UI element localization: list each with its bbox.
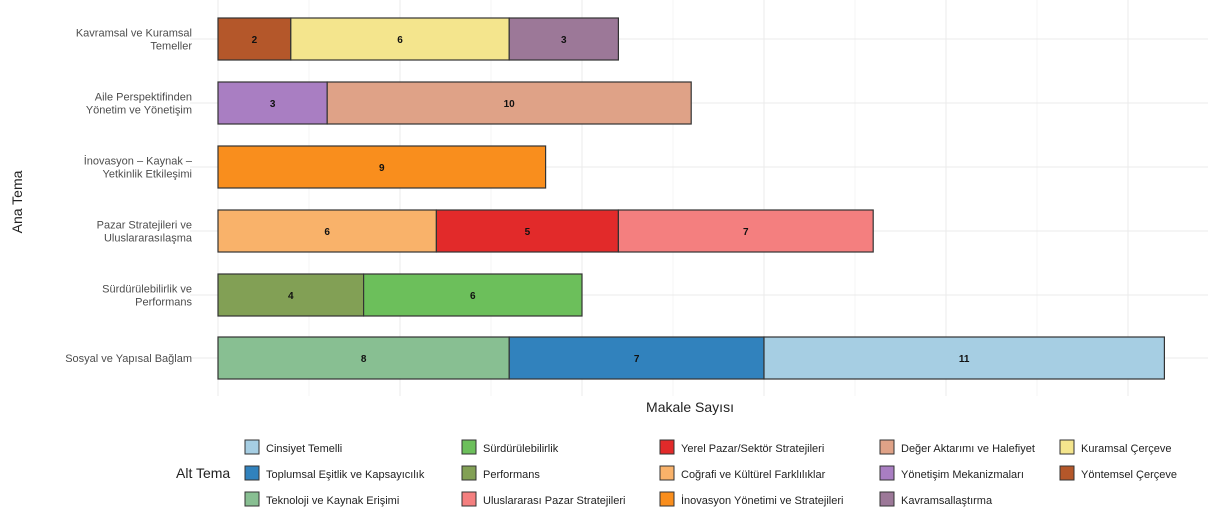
legend-swatch xyxy=(879,439,895,455)
legend-swatch xyxy=(244,465,260,481)
bar-value-label: 5 xyxy=(525,227,531,238)
legend-swatch xyxy=(461,465,477,481)
bar-value-label: 6 xyxy=(397,35,403,46)
legend-label: Yerel Pazar/Sektör Stratejileri xyxy=(681,443,824,455)
legend-label: Yöntemsel Çerçeve xyxy=(1081,469,1177,481)
legend-swatch xyxy=(1059,439,1075,455)
bar-segment xyxy=(508,17,620,61)
bar-segment xyxy=(363,273,583,317)
legend-swatch xyxy=(244,439,260,455)
bar-value-label: 2 xyxy=(252,35,258,46)
y-tick-label: Performans xyxy=(135,297,192,309)
legend-swatch xyxy=(461,491,477,507)
bar-segment xyxy=(326,81,692,125)
bar-value-label: 3 xyxy=(270,99,276,110)
legend-swatch xyxy=(659,491,675,507)
legend-label: Teknoloji ve Kaynak Erişimi xyxy=(266,495,399,507)
legend-swatch xyxy=(244,491,260,507)
bar-segment xyxy=(217,273,365,317)
y-axis-title: Ana Tema xyxy=(9,170,25,233)
y-tick-label: Uluslararasılaşma xyxy=(104,233,193,245)
y-tick-label: Aile Perspektifinden xyxy=(95,92,192,104)
legend-label: Sürdürülebilirlik xyxy=(483,443,559,455)
legend-swatch xyxy=(879,465,895,481)
chart-bars: 2 6 3 3 10 9 6 5 7 4 6 8 7 11 xyxy=(217,17,1165,380)
legend-swatch xyxy=(461,439,477,455)
legend-label: Değer Aktarımı ve Halefiyet xyxy=(901,443,1035,455)
bar-value-label: 9 xyxy=(379,163,385,174)
bar-segment xyxy=(217,17,292,61)
legend-label: Kavramsallaştırma xyxy=(901,495,993,507)
y-tick-label: İnovasyon – Kaynak – xyxy=(84,155,193,168)
bar-value-label: 3 xyxy=(561,35,567,46)
bar-segment xyxy=(290,17,510,61)
bar-segment xyxy=(617,209,874,253)
y-tick-label: Pazar Stratejileri ve xyxy=(97,220,192,232)
legend: Cinsiyet Temelli Toplumsal Eşitlik ve Kap… xyxy=(244,439,1177,507)
legend-label: Toplumsal Eşitlik ve Kapsayıcılık xyxy=(266,469,425,481)
legend-swatch xyxy=(879,491,895,507)
bar-value-label: 7 xyxy=(634,354,640,365)
bar-value-label: 7 xyxy=(743,227,749,238)
bar-value-label: 8 xyxy=(361,354,367,365)
legend-label: Yönetişim Mekanizmaları xyxy=(901,469,1024,481)
legend-label: Coğrafi ve Kültürel Farklılıklar xyxy=(681,469,826,481)
y-tick-label: Sürdürülebilirlik ve xyxy=(102,284,192,296)
legend-swatch xyxy=(659,439,675,455)
legend-swatch xyxy=(1059,465,1075,481)
bar-value-label: 6 xyxy=(324,227,330,238)
bar-value-label: 11 xyxy=(959,354,970,365)
bar-value-label: 6 xyxy=(470,291,476,302)
y-tick-label: Yönetim ve Yönetişim xyxy=(86,105,192,117)
y-tick-label: Yetkinlik Etkileşimi xyxy=(103,169,192,181)
legend-label: İnovasyon Yönetimi ve Stratejileri xyxy=(681,494,843,507)
bar-segment xyxy=(763,336,1165,380)
bar-segment xyxy=(217,209,437,253)
bar-segment xyxy=(217,145,547,189)
x-axis-title: Makale Sayısı xyxy=(646,399,734,415)
legend-label: Kuramsal Çerçeve xyxy=(1081,443,1171,455)
y-tick-label: Temeller xyxy=(150,41,192,53)
y-tick-label: Kavramsal ve Kuramsal xyxy=(76,28,192,40)
legend-label: Performans xyxy=(483,469,540,481)
bar-value-label: 10 xyxy=(504,99,516,110)
legend-title: Alt Tema xyxy=(176,465,230,481)
y-tick-label: Sosyal ve Yapısal Bağlam xyxy=(65,353,192,365)
legend-label: Cinsiyet Temelli xyxy=(266,443,342,455)
bar-segment xyxy=(435,209,619,253)
legend-swatch xyxy=(659,465,675,481)
bar-value-label: 4 xyxy=(288,291,294,302)
legend-label: Uluslararası Pazar Stratejileri xyxy=(483,495,625,507)
